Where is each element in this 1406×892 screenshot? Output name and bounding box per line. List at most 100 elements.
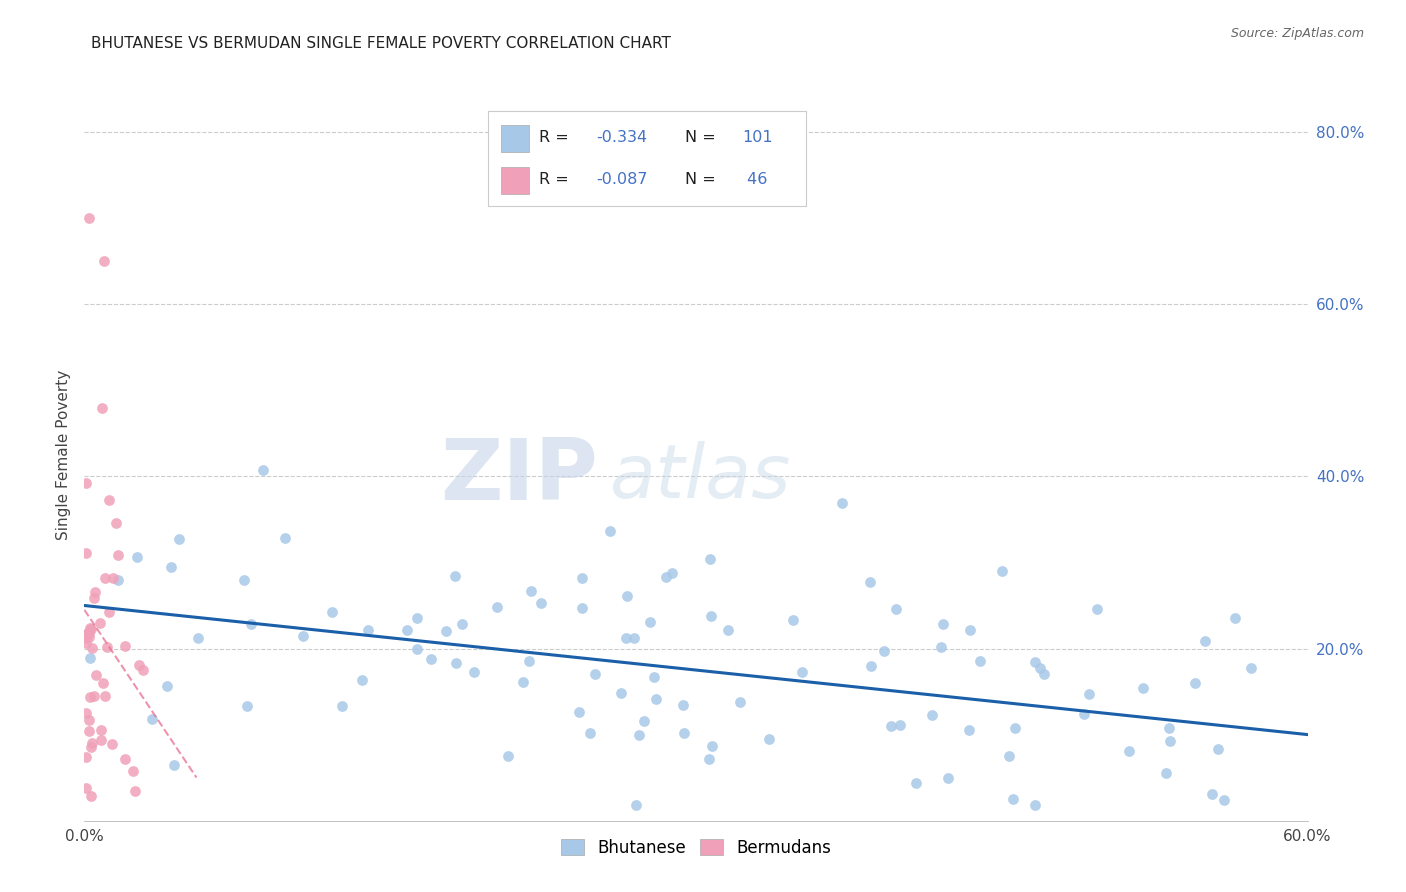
Point bbox=[84, 585, 107, 599]
Point bbox=[517, 654, 540, 668]
Point bbox=[700, 739, 723, 754]
Point bbox=[156, 679, 179, 693]
Point bbox=[1118, 744, 1140, 758]
Point bbox=[450, 616, 472, 631]
Point bbox=[89, 616, 111, 631]
Point bbox=[879, 719, 901, 733]
Point bbox=[91, 676, 114, 690]
Point bbox=[699, 608, 721, 623]
Point bbox=[583, 666, 606, 681]
Point bbox=[444, 568, 467, 582]
Text: ZIP: ZIP bbox=[440, 435, 598, 518]
Point bbox=[644, 691, 666, 706]
Point bbox=[921, 708, 943, 723]
Point bbox=[434, 624, 457, 639]
Point bbox=[132, 663, 155, 677]
Point bbox=[758, 732, 780, 747]
Point bbox=[633, 714, 655, 729]
Point bbox=[1024, 655, 1046, 669]
Point bbox=[872, 643, 894, 657]
Point bbox=[512, 675, 534, 690]
Point bbox=[79, 651, 101, 665]
Point bbox=[991, 564, 1014, 578]
Point bbox=[233, 573, 256, 587]
Point bbox=[90, 401, 112, 415]
Point bbox=[419, 652, 441, 666]
Point bbox=[77, 724, 100, 739]
Point bbox=[122, 764, 145, 778]
Point bbox=[101, 571, 124, 585]
Point bbox=[79, 739, 101, 754]
Point bbox=[321, 605, 343, 619]
Point bbox=[187, 632, 209, 646]
Point bbox=[444, 656, 467, 670]
Point bbox=[128, 657, 150, 672]
Point bbox=[79, 621, 101, 635]
Point bbox=[1004, 722, 1026, 736]
Point bbox=[77, 625, 100, 640]
Point bbox=[1032, 667, 1054, 681]
Point bbox=[107, 573, 129, 587]
Point bbox=[623, 631, 645, 645]
Point bbox=[75, 632, 97, 646]
Point bbox=[699, 752, 721, 766]
Point bbox=[1184, 675, 1206, 690]
Point bbox=[1024, 798, 1046, 813]
Point bbox=[496, 748, 519, 763]
Point bbox=[929, 640, 952, 654]
Point bbox=[904, 776, 927, 790]
Point bbox=[1085, 602, 1108, 616]
Point bbox=[240, 617, 263, 632]
Point bbox=[75, 780, 97, 795]
Point bbox=[80, 622, 103, 636]
Point bbox=[90, 723, 112, 737]
Point bbox=[330, 698, 353, 713]
Point bbox=[93, 254, 115, 268]
Point bbox=[77, 211, 100, 226]
Point bbox=[77, 626, 100, 640]
Point bbox=[884, 602, 907, 616]
Text: Source: ZipAtlas.com: Source: ZipAtlas.com bbox=[1230, 27, 1364, 40]
Point bbox=[396, 623, 419, 637]
Point bbox=[1225, 611, 1247, 625]
Point bbox=[114, 639, 136, 653]
Point bbox=[599, 524, 621, 538]
Point bbox=[75, 475, 97, 490]
Point bbox=[1206, 742, 1229, 756]
Text: BHUTANESE VS BERMUDAN SINGLE FEMALE POVERTY CORRELATION CHART: BHUTANESE VS BERMUDAN SINGLE FEMALE POVE… bbox=[91, 36, 671, 51]
Point bbox=[673, 726, 696, 740]
Point bbox=[1201, 787, 1223, 801]
Point bbox=[624, 798, 647, 813]
Point bbox=[957, 723, 980, 738]
Point bbox=[485, 599, 508, 614]
Point bbox=[163, 757, 186, 772]
Point bbox=[860, 658, 883, 673]
Point bbox=[638, 615, 661, 630]
Point bbox=[100, 737, 122, 751]
Point bbox=[859, 574, 882, 589]
Point bbox=[1157, 721, 1180, 735]
Point bbox=[159, 559, 181, 574]
Point bbox=[1240, 661, 1263, 675]
Point bbox=[93, 571, 115, 585]
Text: atlas: atlas bbox=[610, 441, 792, 513]
Point bbox=[77, 630, 100, 644]
Point bbox=[80, 640, 103, 655]
Point bbox=[671, 698, 693, 712]
Point bbox=[932, 617, 955, 632]
Point bbox=[959, 623, 981, 637]
Point bbox=[107, 549, 129, 563]
Point bbox=[125, 550, 148, 565]
Point bbox=[97, 605, 120, 619]
Point bbox=[1029, 661, 1052, 675]
Point bbox=[114, 752, 136, 766]
Point bbox=[83, 591, 105, 605]
Point bbox=[1002, 791, 1025, 805]
Point bbox=[75, 635, 97, 649]
Point bbox=[80, 736, 103, 750]
Point bbox=[1194, 634, 1216, 648]
Point bbox=[969, 654, 991, 668]
Point bbox=[579, 726, 602, 740]
Point bbox=[643, 670, 665, 684]
Point bbox=[1073, 707, 1095, 722]
